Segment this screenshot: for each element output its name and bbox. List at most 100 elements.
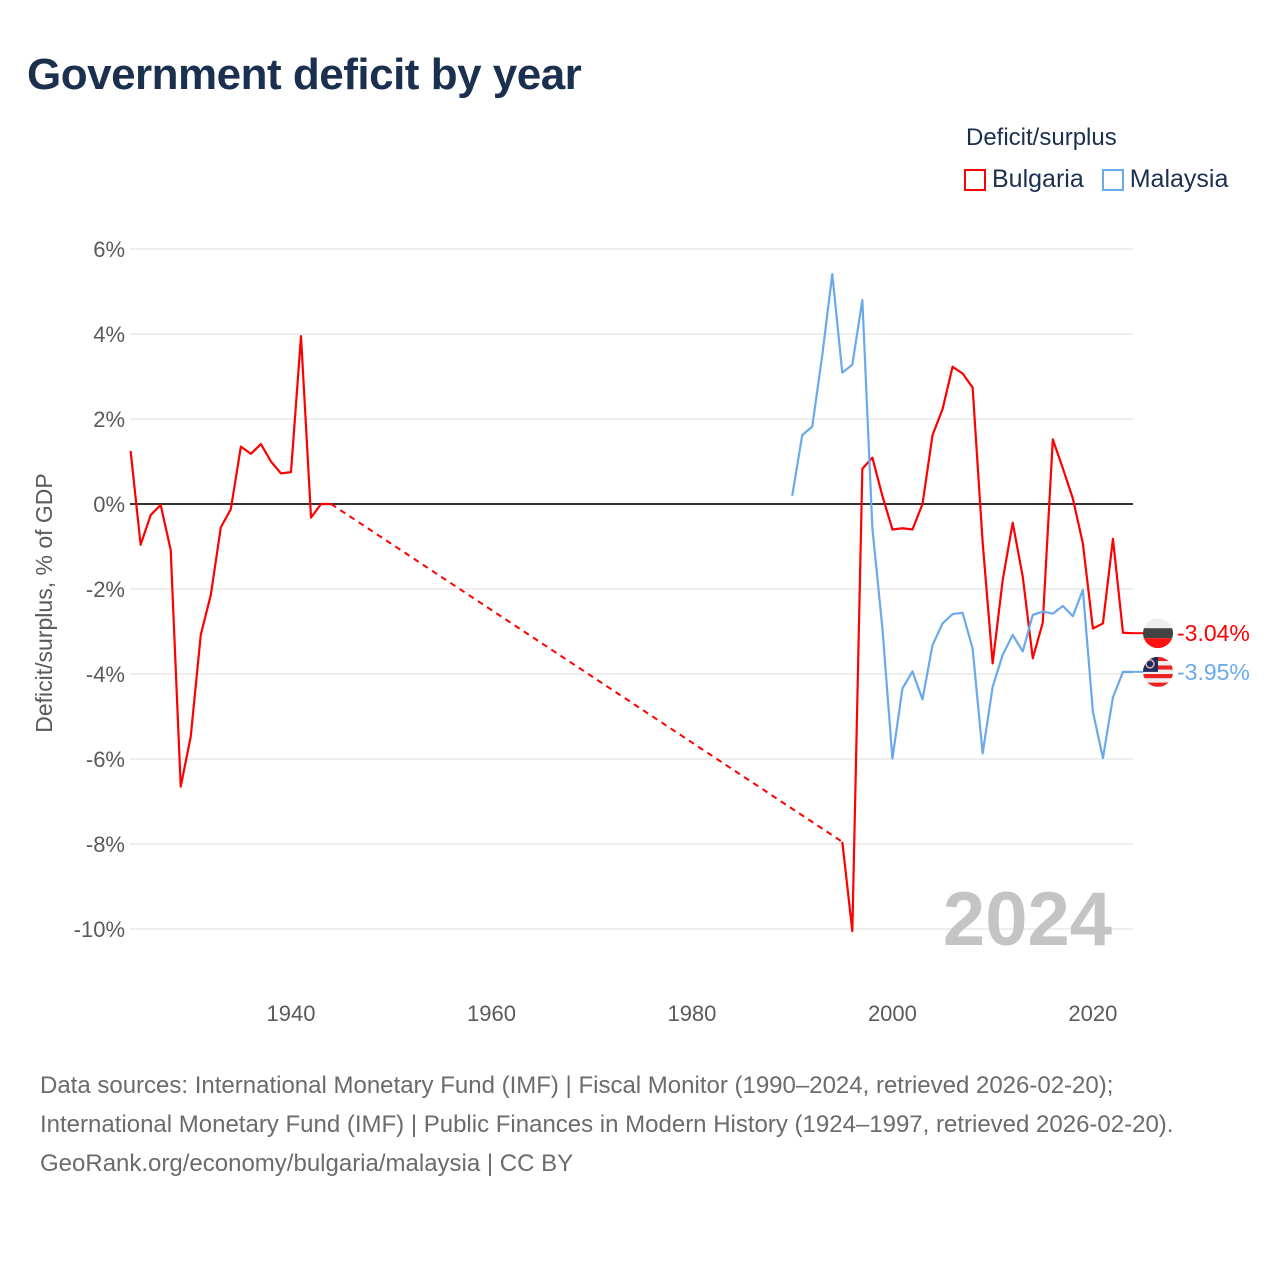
- y-tick-label: 4%: [93, 322, 125, 347]
- data-point-bulgaria: [278, 470, 284, 476]
- data-point-malaysia: [789, 493, 795, 499]
- data-point-malaysia: [879, 625, 885, 631]
- data-point-malaysia: [1070, 613, 1076, 619]
- data-point-malaysia: [970, 646, 976, 652]
- data-point-bulgaria: [198, 632, 204, 638]
- data-point-bulgaria: [919, 501, 925, 507]
- legend-swatch-bulgaria: [964, 168, 986, 191]
- malaysia-flag-icon: [1143, 656, 1173, 687]
- credit-link[interactable]: GeoRank.org/economy/bulgaria/malaysia | …: [40, 1150, 574, 1177]
- data-point-malaysia: [849, 362, 855, 368]
- data-point-malaysia: [930, 642, 936, 648]
- data-point-bulgaria: [128, 448, 134, 454]
- data-point-bulgaria: [158, 502, 164, 508]
- data-point-malaysia: [1080, 587, 1086, 593]
- y-axis-label: Deficit/surplus, % of GDP: [31, 473, 57, 732]
- end-value-label-bulgaria: -3.04%: [1177, 620, 1250, 646]
- data-point-malaysia: [819, 352, 825, 358]
- y-tick-label: 0%: [93, 492, 125, 517]
- data-point-malaysia: [919, 697, 925, 703]
- data-point-malaysia: [1100, 755, 1106, 761]
- data-sources: Data sources: International Monetary Fun…: [40, 1072, 1174, 1138]
- data-point-bulgaria: [208, 592, 214, 598]
- x-tick-label: 1980: [667, 1001, 716, 1026]
- data-point-bulgaria: [228, 506, 234, 512]
- data-point-malaysia: [909, 668, 915, 674]
- x-tick-label: 1960: [467, 1001, 516, 1026]
- data-point-bulgaria: [328, 501, 334, 507]
- page-title: Government deficit by year: [27, 50, 582, 99]
- data-point-bulgaria: [930, 432, 936, 438]
- legend-label: Malaysia: [1129, 165, 1229, 193]
- y-tick-label: -6%: [86, 747, 125, 772]
- legend-item-malaysia[interactable]: Malaysia: [1101, 165, 1229, 194]
- data-point-malaysia: [1010, 632, 1016, 638]
- x-tick-label: 2020: [1068, 1001, 1117, 1026]
- data-point-malaysia: [1090, 709, 1096, 715]
- x-tick-label: 1940: [267, 1001, 316, 1026]
- y-tick-label: -4%: [86, 662, 125, 687]
- data-point-bulgaria: [138, 542, 144, 548]
- data-point-bulgaria: [1080, 541, 1086, 547]
- data-point-bulgaria: [1020, 574, 1026, 580]
- data-point-bulgaria: [1040, 620, 1046, 626]
- data-point-bulgaria: [148, 512, 154, 518]
- bulgaria-flag-icon: [1143, 618, 1173, 649]
- data-point-bulgaria: [849, 928, 855, 934]
- data-point-bulgaria: [1060, 465, 1066, 471]
- gap-line-bulgaria: [330, 503, 843, 843]
- data-point-malaysia: [799, 432, 805, 438]
- data-point-malaysia: [1040, 609, 1046, 615]
- data-point-bulgaria: [178, 784, 184, 790]
- x-tick-label: 2000: [868, 1001, 917, 1026]
- data-point-bulgaria: [1110, 536, 1116, 542]
- data-point-bulgaria: [1090, 626, 1096, 632]
- legend-item-bulgaria[interactable]: Bulgaria: [964, 165, 1084, 194]
- data-point-bulgaria: [1050, 436, 1056, 442]
- data-point-bulgaria: [889, 527, 895, 533]
- data-point-bulgaria: [268, 459, 274, 465]
- data-point-malaysia: [1110, 694, 1116, 700]
- y-tick-label: -2%: [86, 577, 125, 602]
- data-point-bulgaria: [1120, 630, 1126, 636]
- data-point-bulgaria: [960, 371, 966, 377]
- data-point-bulgaria: [218, 524, 224, 530]
- data-point-malaysia: [960, 610, 966, 616]
- legend-swatch-malaysia: [1101, 168, 1124, 191]
- data-point-bulgaria: [859, 466, 865, 472]
- data-point-bulgaria: [1070, 495, 1076, 501]
- data-point-malaysia: [940, 620, 946, 626]
- year-watermark: 2024: [943, 877, 1112, 962]
- data-point-malaysia: [869, 525, 875, 531]
- data-point-malaysia: [1000, 652, 1006, 658]
- y-tick-label: 6%: [93, 237, 125, 262]
- data-point-bulgaria: [940, 406, 946, 412]
- data-point-bulgaria: [879, 493, 885, 499]
- data-point-malaysia: [809, 424, 815, 430]
- legend: Bulgaria Malaysia: [964, 165, 1228, 194]
- series-line-bulgaria: [841, 365, 1134, 933]
- data-point-bulgaria: [1000, 577, 1006, 583]
- y-tick-label: 2%: [93, 407, 125, 432]
- data-point-bulgaria: [238, 444, 244, 450]
- data-point-malaysia: [839, 370, 845, 376]
- data-point-bulgaria: [1010, 520, 1016, 526]
- data-point-bulgaria: [1100, 620, 1106, 626]
- data-point-bulgaria: [318, 501, 324, 507]
- data-point-malaysia: [990, 684, 996, 690]
- data-point-malaysia: [1060, 603, 1066, 609]
- data-point-malaysia: [899, 685, 905, 691]
- y-tick-label: -8%: [86, 832, 125, 857]
- data-point-malaysia: [1030, 612, 1036, 618]
- series-line-bulgaria: [129, 335, 332, 788]
- data-point-bulgaria: [950, 364, 956, 370]
- data-point-malaysia: [889, 756, 895, 762]
- data-point-bulgaria: [248, 451, 254, 457]
- data-point-malaysia: [950, 611, 956, 617]
- data-point-bulgaria: [990, 660, 996, 666]
- footer: Data sources: International Monetary Fun…: [40, 1066, 1240, 1183]
- data-point-malaysia: [1120, 669, 1126, 675]
- data-point-bulgaria: [970, 385, 976, 391]
- data-point-malaysia: [1050, 611, 1056, 617]
